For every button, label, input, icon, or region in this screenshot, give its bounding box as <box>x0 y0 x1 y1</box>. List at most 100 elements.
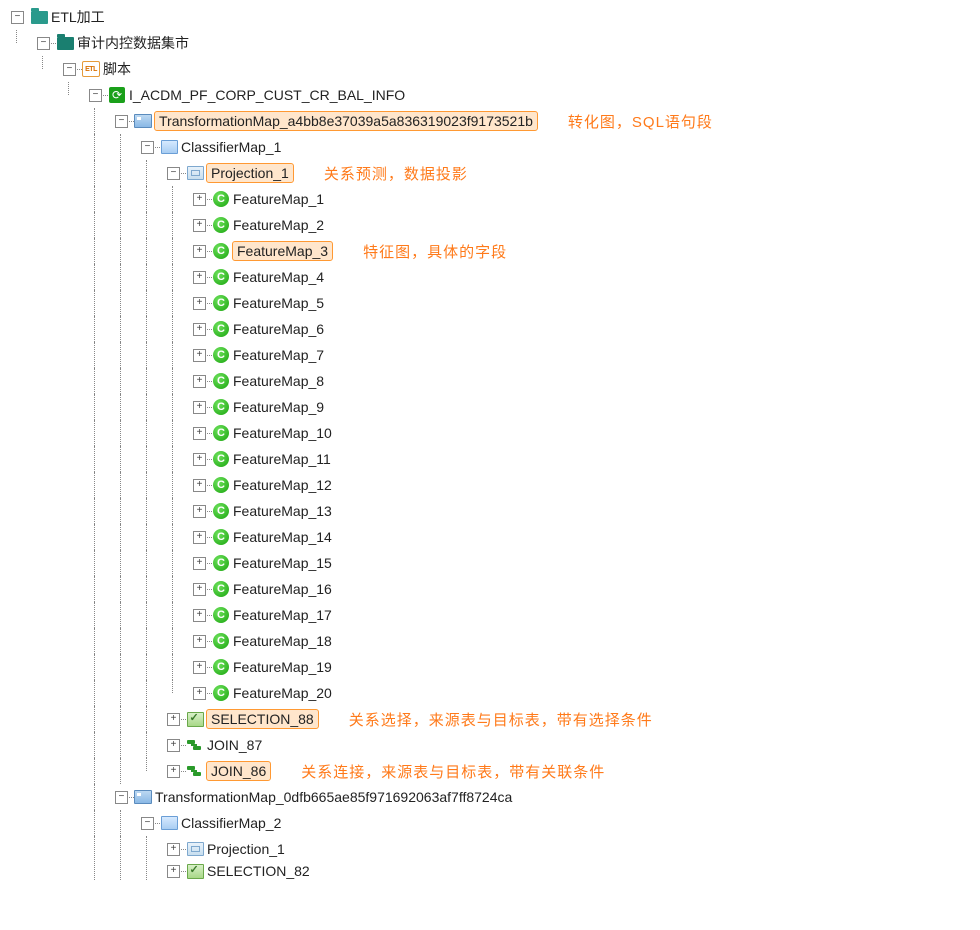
tree-node-projection[interactable]: − Projection_1 关系预测，数据投影 <box>4 160 980 186</box>
expand-icon[interactable]: + <box>193 661 206 674</box>
annotation-text: 关系选择，来源表与目标表，带有选择条件 <box>349 709 653 730</box>
tree-node-feature-map[interactable]: +CFeatureMap_13 <box>4 498 980 524</box>
green-c-icon: C <box>212 399 230 415</box>
tree-node-root[interactable]: − ETL加工 <box>4 4 980 30</box>
tree-node-feature-map[interactable]: +CFeatureMap_19 <box>4 654 980 680</box>
node-label: FeatureMap_1 <box>232 191 325 207</box>
annotation-text: 关系连接，来源表与目标表，带有关联条件 <box>301 761 605 782</box>
expand-icon[interactable]: + <box>167 713 180 726</box>
green-c-icon: C <box>212 581 230 597</box>
tree-node-feature-map[interactable]: +CFeatureMap_14 <box>4 524 980 550</box>
folder-icon <box>56 35 74 51</box>
node-label: TransformationMap_a4bb8e37039a5a83631902… <box>154 111 538 131</box>
node-label: 审计内控数据集市 <box>76 33 190 53</box>
tree-node-feature-map[interactable]: +CFeatureMap_10 <box>4 420 980 446</box>
collapse-icon[interactable]: − <box>141 141 154 154</box>
green-c-icon: C <box>212 451 230 467</box>
expand-icon[interactable]: + <box>193 531 206 544</box>
node-label: SELECTION_82 <box>206 863 311 879</box>
map-icon <box>134 113 152 129</box>
tree-node-transformation-map[interactable]: − TransformationMap_a4bb8e37039a5a836319… <box>4 108 980 134</box>
expand-icon[interactable]: + <box>193 245 206 258</box>
green-c-icon: C <box>212 529 230 545</box>
tree-node-feature-map[interactable]: +CFeatureMap_16 <box>4 576 980 602</box>
collapse-icon[interactable]: − <box>11 11 24 24</box>
tree-node-job[interactable]: − ⟳ I_ACDM_PF_CORP_CUST_CR_BAL_INFO <box>4 82 980 108</box>
node-label: FeatureMap_7 <box>232 347 325 363</box>
node-label: FeatureMap_10 <box>232 425 333 441</box>
green-c-icon: C <box>212 321 230 337</box>
tree-node-join[interactable]: + JOIN_86 关系连接，来源表与目标表，带有关联条件 <box>4 758 980 784</box>
tree-node-join[interactable]: + JOIN_87 <box>4 732 980 758</box>
expand-icon[interactable]: + <box>193 479 206 492</box>
tree-node-feature-map[interactable]: +CFeatureMap_18 <box>4 628 980 654</box>
green-c-icon: C <box>212 347 230 363</box>
green-c-icon: C <box>212 191 230 207</box>
expand-icon[interactable]: + <box>193 375 206 388</box>
selection-icon <box>186 863 204 879</box>
tree-node-feature-map[interactable]: +CFeatureMap_11 <box>4 446 980 472</box>
tree-node-feature-map[interactable]: +CFeatureMap_17 <box>4 602 980 628</box>
expand-icon[interactable]: + <box>193 505 206 518</box>
expand-icon[interactable]: + <box>193 635 206 648</box>
tree-node-feature-map[interactable]: +CFeatureMap_6 <box>4 316 980 342</box>
expand-icon[interactable]: + <box>193 271 206 284</box>
green-c-icon: C <box>212 555 230 571</box>
expand-icon[interactable]: + <box>193 219 206 232</box>
tree-node-feature-map[interactable]: +CFeatureMap_5 <box>4 290 980 316</box>
tree-node-script[interactable]: − ETL 脚本 <box>4 56 980 82</box>
collapse-icon[interactable]: − <box>115 791 128 804</box>
node-label: ETL加工 <box>50 7 106 27</box>
expand-icon[interactable]: + <box>193 401 206 414</box>
tree-node-feature-map[interactable]: +CFeatureMap_4 <box>4 264 980 290</box>
tree-node-projection[interactable]: + Projection_1 <box>4 836 980 862</box>
projection-icon <box>186 841 204 857</box>
expand-icon[interactable]: + <box>167 739 180 752</box>
tree-node-selection[interactable]: + SELECTION_82 <box>4 862 980 880</box>
collapse-icon[interactable]: − <box>141 817 154 830</box>
expand-icon[interactable]: + <box>193 193 206 206</box>
tree-node-classifier-map[interactable]: − ClassifierMap_1 <box>4 134 980 160</box>
tree-node-classifier-map[interactable]: − ClassifierMap_2 <box>4 810 980 836</box>
tree-node-selection[interactable]: + SELECTION_88 关系选择，来源表与目标表，带有选择条件 <box>4 706 980 732</box>
expand-icon[interactable]: + <box>193 557 206 570</box>
expand-icon[interactable]: + <box>193 453 206 466</box>
tree-node-feature-map[interactable]: + CFeatureMap_9 <box>4 394 980 420</box>
refresh-icon: ⟳ <box>108 87 126 103</box>
tree-node-datamart[interactable]: − 审计内控数据集市 <box>4 30 980 56</box>
etl-icon: ETL <box>82 61 100 77</box>
expand-icon[interactable]: + <box>193 427 206 440</box>
tree-node-feature-map[interactable]: +CFeatureMap_20 <box>4 680 980 706</box>
collapse-icon[interactable]: − <box>115 115 128 128</box>
collapse-icon[interactable]: − <box>167 167 180 180</box>
collapse-icon[interactable]: − <box>89 89 102 102</box>
expand-icon[interactable]: + <box>193 323 206 336</box>
collapse-icon[interactable]: − <box>37 37 50 50</box>
node-label: TransformationMap_0dfb665ae85f971692063a… <box>154 789 513 805</box>
tree-node-feature-map[interactable]: +CFeatureMap_15 <box>4 550 980 576</box>
tree-node-feature-map[interactable]: + CFeatureMap_1 <box>4 186 980 212</box>
expand-icon[interactable]: + <box>193 349 206 362</box>
expand-icon[interactable]: + <box>167 843 180 856</box>
node-label: 脚本 <box>102 59 132 79</box>
tree-node-transformation-map[interactable]: − TransformationMap_0dfb665ae85f97169206… <box>4 784 980 810</box>
expand-icon[interactable]: + <box>193 297 206 310</box>
collapse-icon[interactable]: − <box>63 63 76 76</box>
expand-icon[interactable]: + <box>193 583 206 596</box>
expand-icon[interactable]: + <box>167 865 180 878</box>
expand-icon[interactable]: + <box>193 687 206 700</box>
green-c-icon: C <box>212 373 230 389</box>
tree-node-feature-map[interactable]: +CFeatureMap_12 <box>4 472 980 498</box>
node-label: FeatureMap_19 <box>232 659 333 675</box>
tree-node-feature-map[interactable]: +CFeatureMap_3特征图，具体的字段 <box>4 238 980 264</box>
tree-node-feature-map[interactable]: + CFeatureMap_7 <box>4 342 980 368</box>
node-label: FeatureMap_9 <box>232 399 325 415</box>
classifier-icon <box>160 139 178 155</box>
node-label: FeatureMap_12 <box>232 477 333 493</box>
tree-node-feature-map[interactable]: +CFeatureMap_2 <box>4 212 980 238</box>
tree-node-feature-map[interactable]: +CFeatureMap_8 <box>4 368 980 394</box>
expand-icon[interactable]: + <box>193 609 206 622</box>
expand-icon[interactable]: + <box>167 765 180 778</box>
node-label: I_ACDM_PF_CORP_CUST_CR_BAL_INFO <box>128 87 406 103</box>
node-label: JOIN_86 <box>206 761 271 781</box>
